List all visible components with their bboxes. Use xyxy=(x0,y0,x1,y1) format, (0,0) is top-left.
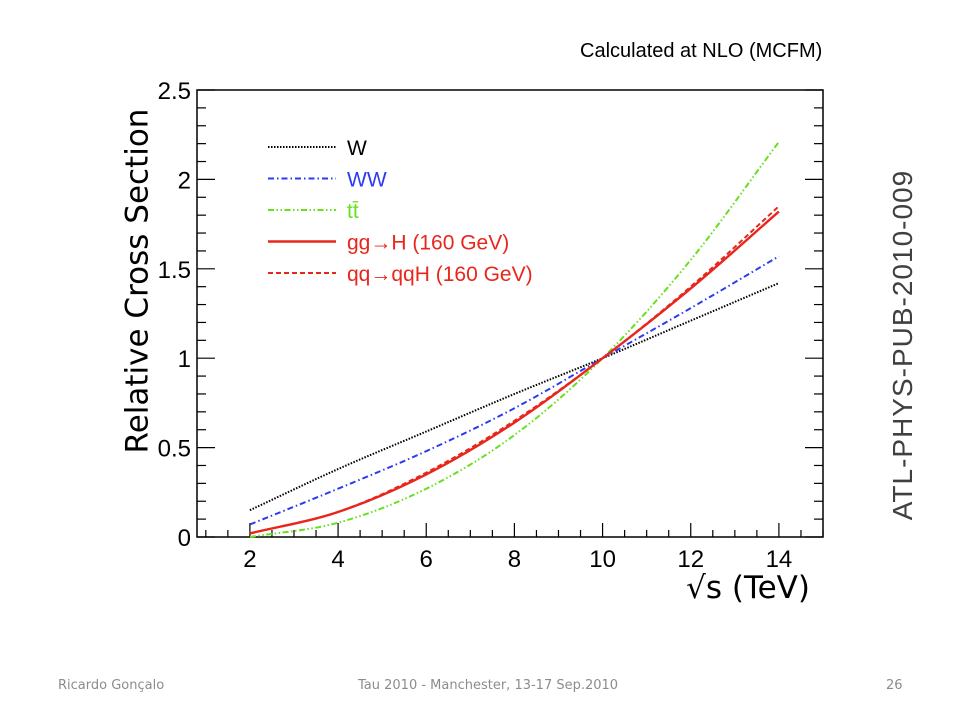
document-id-watermark: ATL-PHYS-PUB-2010-009 xyxy=(887,169,918,521)
legend-label: tt̄ xyxy=(347,200,359,223)
footer-page-number: 26 xyxy=(886,678,903,693)
x-tick-label: 10 xyxy=(589,546,616,573)
x-tick-label: 8 xyxy=(508,546,521,573)
y-tick-label: 0.5 xyxy=(158,436,191,463)
series-line-0 xyxy=(249,282,780,512)
slide-header-note: Calculated at NLO (MCFM) xyxy=(580,40,823,62)
legend-label: W xyxy=(347,137,367,160)
plot-border xyxy=(196,89,824,538)
legend-label: gg→H (160 GeV) xyxy=(347,232,509,255)
legend-label: WW xyxy=(347,169,387,192)
series-line-3 xyxy=(249,210,780,535)
series-line-2 xyxy=(249,141,780,538)
x-tick-label: 4 xyxy=(331,546,344,573)
x-tick-label: 6 xyxy=(420,546,433,573)
y-tick-label: 0 xyxy=(178,525,191,552)
series-line-4 xyxy=(249,205,780,535)
y-tick-label: 1.5 xyxy=(158,257,191,284)
x-axis: 2 4 6 8 10 12 14 xyxy=(205,523,824,573)
x-tick-label: 2 xyxy=(243,546,256,573)
x-axis-label: √s (TeV) xyxy=(686,570,810,606)
series-lines xyxy=(249,141,780,538)
y-axis-label: Relative Cross Section xyxy=(120,109,156,454)
y-tick-label: 2.5 xyxy=(158,78,191,105)
y-tick-label: 1 xyxy=(178,346,191,373)
x-tick-label: 14 xyxy=(766,546,793,573)
y-axis: 0 0.5 1 1.5 2 2.5 xyxy=(158,78,823,552)
y-tick-label: 2 xyxy=(178,167,191,194)
x-tick-label: 12 xyxy=(677,546,704,573)
footer-event: Tau 2010 - Manchester, 13-17 Sep.2010 xyxy=(358,678,619,693)
series-line-1 xyxy=(249,255,780,526)
footer-author: Ricardo Gonçalo xyxy=(58,678,165,693)
plot-frame xyxy=(196,89,824,538)
legend-label: qq→qqH (160 GeV) xyxy=(347,263,533,286)
